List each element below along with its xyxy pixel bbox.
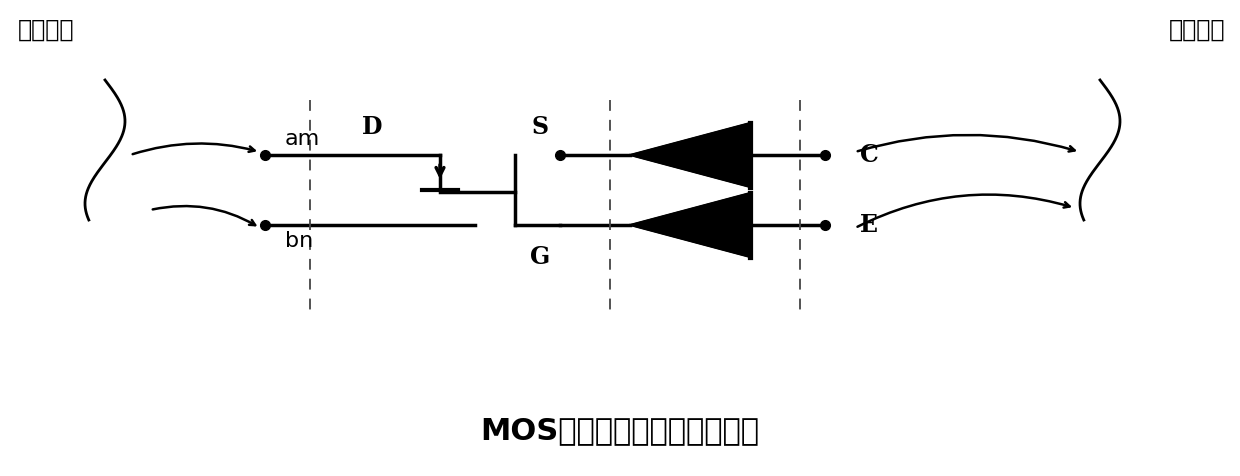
Text: C: C <box>861 143 879 167</box>
Polygon shape <box>630 193 750 257</box>
Text: D: D <box>362 115 383 139</box>
Text: S: S <box>532 115 548 139</box>
Polygon shape <box>630 123 750 187</box>
Text: E: E <box>861 213 878 237</box>
Text: bn: bn <box>285 231 314 251</box>
Text: G: G <box>529 245 551 269</box>
Text: 分形输出: 分形输出 <box>1168 18 1225 42</box>
Text: MOS无源位权型量化逻辑电路: MOS无源位权型量化逻辑电路 <box>481 416 759 446</box>
Text: 权值输入: 权值输入 <box>19 18 74 42</box>
Text: am: am <box>285 129 320 149</box>
